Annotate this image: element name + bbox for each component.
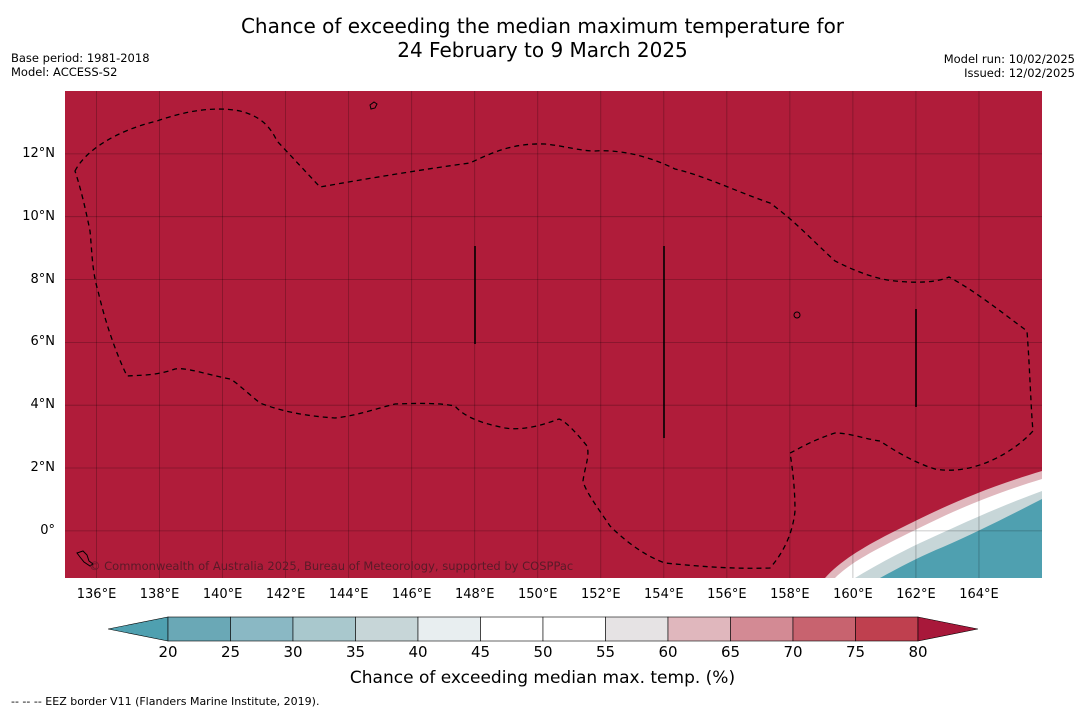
map-background [65,91,1042,578]
colorbar-tick-label: 50 [533,643,553,661]
colorbar-tick-label: 75 [845,643,866,661]
latitude-label: 8°N [30,271,56,287]
longitude-label: 162°E [896,587,936,602]
base-period: Base period: 1981-2018 [11,51,150,65]
colorbar-segment [230,616,294,642]
colorbar-segment [417,616,481,642]
longitude-label: 158°E [770,587,810,602]
eez-border [74,108,1034,569]
model-run: Model run: 10/02/2025 [943,52,1075,66]
longitude-label: 154°E [644,587,684,602]
longitude-label: 144°E [328,587,369,602]
meta-left: Base period: 1981-2018 Model: ACCESS-S2 [11,51,150,79]
colorbar-tick-label: 80 [908,643,928,661]
island-guam [369,101,378,110]
colorbar-segment [480,616,544,642]
colorbar-segment [855,616,919,642]
longitude-label: 138°E [139,587,180,602]
colorbar-segment [792,616,856,642]
longitude-label: 150°E [517,587,558,602]
colorbar-segment [605,616,669,642]
colorbar-under-arrow [107,616,169,642]
colorbar-tick-label: 20 [158,643,178,661]
colorbar-segment [542,616,606,642]
colorbar-segment [730,616,794,642]
longitude-label: 156°E [707,587,747,602]
colorbar-tick-label: 35 [345,643,366,661]
eez-footnote: -- -- -- EEZ border V11 (Flanders Marine… [11,695,320,708]
longitude-label: 140°E [202,587,243,602]
latitude-label: 2°N [30,460,56,476]
colorbar-tick-label: 60 [658,643,678,661]
island-palau [76,550,94,567]
colorbar-tick-label: 30 [283,643,303,661]
colorbar-tick-label: 70 [783,643,803,661]
map-panel: © Commonwealth of Australia 2025, Bureau… [65,91,1042,578]
longitude-label: 142°E [265,587,306,602]
colorbar [107,616,979,642]
longitude-label: 146°E [391,587,432,602]
colorbar-tick-label: 40 [408,643,428,661]
latitude-label: 10°N [22,208,55,224]
longitude-label: 148°E [454,587,495,602]
colorbar-tick-label: 25 [220,643,241,661]
latitude-label: 6°N [30,334,56,350]
longitude-label: 164°E [959,587,999,602]
colorbar-segment [167,616,231,642]
latitude-label: 0° [40,522,55,538]
title-line-1: Chance of exceeding the median maximum t… [240,14,845,38]
colorbar-segment [667,616,731,642]
colorbar-title: Chance of exceeding median max. temp. (%… [349,668,736,688]
issued-date: Issued: 12/02/2025 [964,66,1075,80]
longitude-label: 136°E [76,587,117,602]
map-attribution: © Commonwealth of Australia 2025, Bureau… [89,559,573,573]
latitude-label: 4°N [30,397,56,413]
colorbar-svg [107,616,979,642]
colorbar-segment [292,616,356,642]
colorbar-tick-label: 45 [470,643,491,661]
map-canvas: © Commonwealth of Australia 2025, Bureau… [65,91,1042,578]
meta-right: Model run: 10/02/2025 Issued: 12/02/2025 [944,52,1075,80]
colorbar-segment [355,616,419,642]
colorbar-tick-label: 65 [720,643,741,661]
island-pohnpei [793,311,801,319]
latitude-label: 12°N [22,145,55,161]
map-title: Chance of exceeding the median maximum t… [0,14,1085,62]
colorbar-tick-label: 55 [595,643,616,661]
longitude-label: 152°E [581,587,621,602]
colorbar-over-arrow [917,616,979,642]
title-line-2: 24 February to 9 March 2025 [397,38,688,62]
contour-20 [880,499,1042,578]
model-name: Model: ACCESS-S2 [11,65,118,79]
longitude-label: 160°E [833,587,873,602]
